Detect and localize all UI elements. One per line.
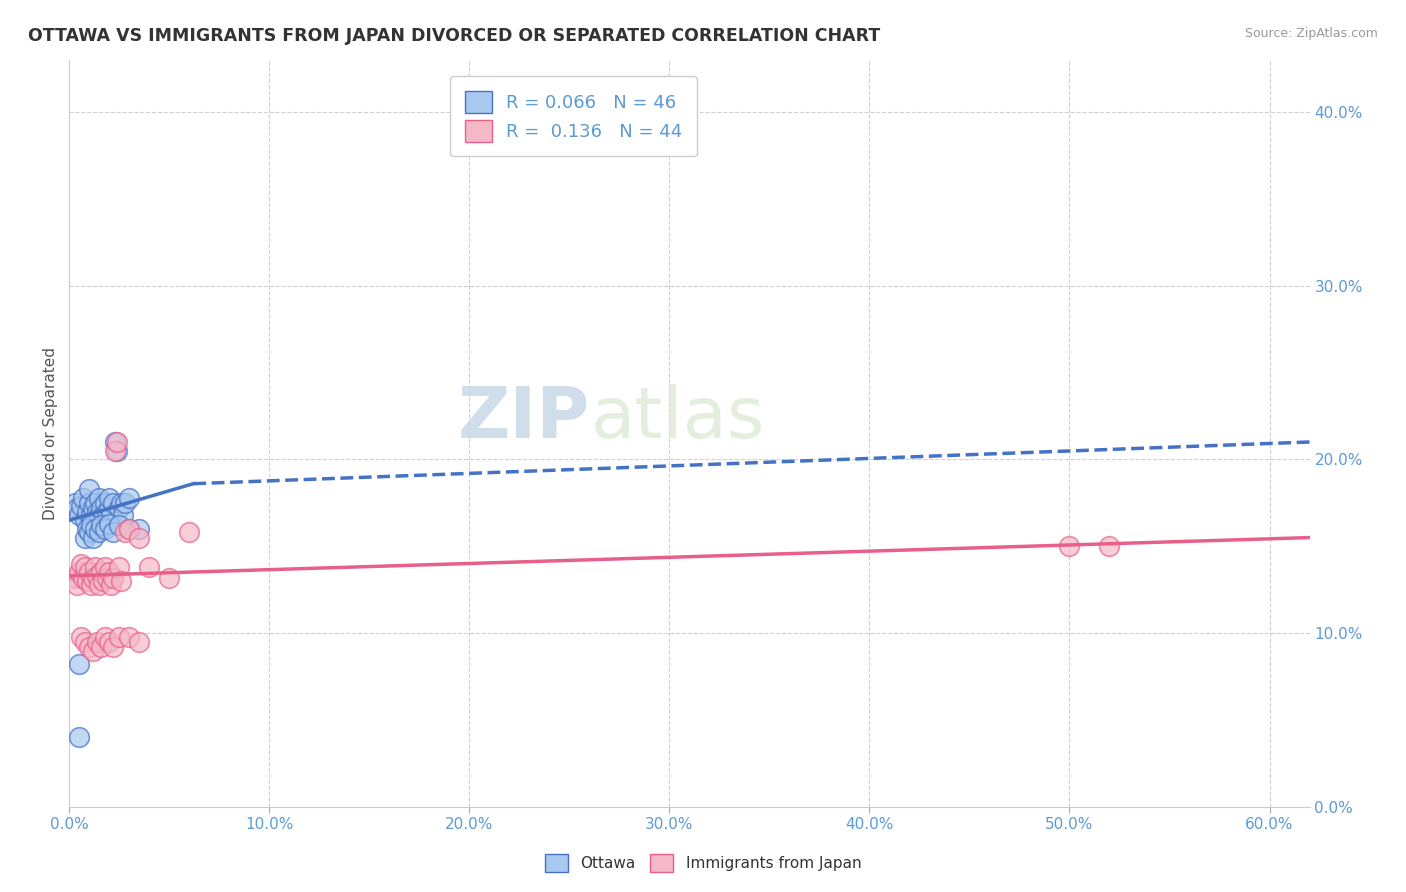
Point: [90, 518, 112, 533]
Point: [128, 635, 150, 649]
Point: [98, 516, 121, 531]
Point: [67, 566, 90, 580]
Point: [118, 491, 141, 505]
Point: [118, 522, 141, 536]
Point: [110, 496, 132, 510]
Point: [179, 525, 201, 540]
Point: [89, 491, 111, 505]
Point: [114, 496, 136, 510]
Point: [65, 570, 87, 584]
Point: [72, 570, 94, 584]
Point: [108, 630, 131, 644]
Point: [108, 518, 131, 533]
Point: [94, 496, 117, 510]
Point: [70, 630, 93, 644]
Point: [72, 491, 94, 505]
Point: [77, 496, 100, 510]
Point: [89, 577, 111, 591]
Point: [76, 574, 98, 588]
Point: [128, 531, 150, 545]
Point: [98, 635, 121, 649]
Point: [90, 566, 112, 580]
Legend: R = 0.066   N = 46, R =  0.136   N = 44: R = 0.066 N = 46, R = 0.136 N = 44: [450, 76, 697, 156]
Point: [67, 731, 90, 745]
Point: [128, 522, 150, 536]
Point: [103, 525, 125, 540]
Point: [86, 635, 108, 649]
Point: [66, 501, 89, 516]
Point: [82, 531, 104, 545]
Point: [82, 570, 104, 584]
Point: [66, 577, 89, 591]
Point: [114, 525, 136, 540]
Point: [96, 570, 118, 584]
Point: [89, 525, 111, 540]
Point: [96, 504, 118, 518]
Text: ZIP: ZIP: [458, 384, 591, 453]
Point: [70, 500, 93, 514]
Point: [82, 501, 104, 516]
Point: [75, 635, 97, 649]
Point: [104, 434, 127, 449]
Point: [94, 560, 117, 574]
Point: [98, 566, 121, 580]
Point: [89, 508, 111, 522]
Point: [118, 522, 141, 536]
Point: [80, 577, 103, 591]
Point: [105, 443, 128, 458]
Point: [118, 630, 141, 644]
Point: [112, 508, 135, 522]
Point: [77, 482, 100, 496]
Point: [75, 531, 97, 545]
Point: [105, 434, 128, 449]
Point: [110, 574, 132, 588]
Point: [157, 570, 180, 584]
Point: [77, 640, 100, 654]
Point: [100, 577, 122, 591]
Point: [77, 566, 100, 580]
Point: [80, 518, 103, 533]
Point: [70, 557, 93, 571]
Text: OTTAWA VS IMMIGRANTS FROM JAPAN DIVORCED OR SEPARATED CORRELATION CHART: OTTAWA VS IMMIGRANTS FROM JAPAN DIVORCED…: [28, 27, 880, 45]
Point: [94, 522, 117, 536]
Point: [86, 569, 108, 583]
Point: [108, 560, 131, 574]
Point: [75, 513, 97, 527]
Point: [94, 630, 117, 644]
Text: atlas: atlas: [591, 384, 765, 453]
Point: [76, 504, 98, 518]
Point: [84, 560, 107, 574]
Point: [80, 508, 103, 522]
Point: [75, 560, 97, 574]
Point: [98, 491, 121, 505]
Point: [138, 560, 160, 574]
Point: [67, 657, 90, 672]
Y-axis label: Divorced or Separated: Divorced or Separated: [44, 347, 58, 520]
Point: [108, 501, 131, 516]
Point: [82, 643, 104, 657]
Point: [90, 640, 112, 654]
Point: [90, 501, 112, 516]
Point: [76, 522, 98, 536]
Text: Source: ZipAtlas.com: Source: ZipAtlas.com: [1244, 27, 1378, 40]
Point: [67, 508, 90, 522]
Point: [103, 640, 125, 654]
Point: [98, 501, 121, 516]
Point: [100, 508, 122, 522]
Point: [104, 443, 127, 458]
Point: [84, 496, 107, 510]
Point: [84, 522, 107, 536]
Legend: Ottawa, Immigrants from Japan: Ottawa, Immigrants from Japan: [537, 846, 869, 880]
Point: [77, 525, 100, 540]
Point: [65, 496, 87, 510]
Point: [91, 574, 114, 588]
Point: [1059, 539, 1081, 553]
Point: [91, 508, 114, 522]
Point: [103, 570, 125, 584]
Point: [103, 496, 125, 510]
Point: [1098, 539, 1121, 553]
Point: [86, 504, 108, 518]
